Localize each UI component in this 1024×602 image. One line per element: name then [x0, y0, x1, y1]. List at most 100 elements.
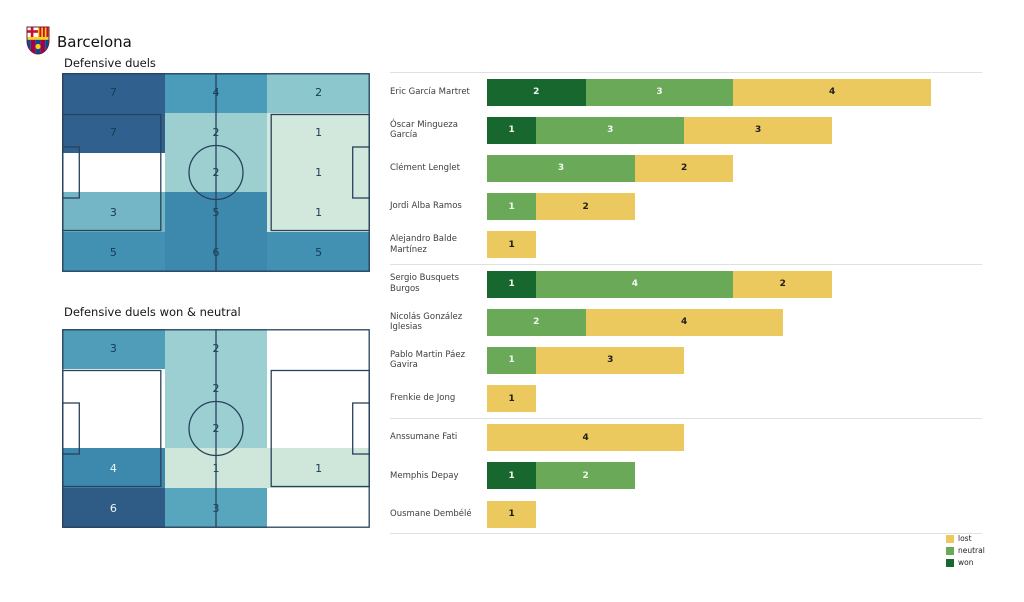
bar-segment-lost: 2: [536, 193, 635, 221]
pitch-zone: 1: [164, 448, 268, 489]
page-title: Barcelona: [57, 33, 132, 51]
bar-segment-won: 1: [487, 116, 537, 144]
player-row: Memphis Depay 1 2: [390, 457, 982, 495]
pitch1-title: Defensive duels: [64, 56, 156, 70]
player-row: Nicolás González Iglesias 2 4: [390, 303, 982, 341]
pitch-zone: 3: [62, 192, 165, 233]
pitch-zone: [267, 329, 370, 369]
bar-segment-neutral: 3: [536, 116, 685, 144]
pitch-zone: 7: [62, 112, 165, 153]
bar-segment-neutral: 2: [487, 308, 586, 336]
player-name: Anssumane Fati: [390, 432, 458, 443]
pitch-zone: [62, 152, 165, 193]
bar-segment-lost: 1: [487, 500, 537, 528]
bar-segment-neutral: 1: [487, 346, 537, 374]
pitch-zone: 1: [267, 192, 370, 233]
bar-segment-neutral: 4: [536, 270, 734, 298]
pitch-zone: 1: [267, 152, 370, 193]
player-row: Pablo Martin Páez Gavira 1 3: [390, 341, 982, 379]
pitch-zone: 2: [164, 408, 268, 449]
duels-bar-chart: Eric García Martret 2 3 4 Óscar Mingueza Gar…: [390, 72, 982, 535]
pitch-zone: 2: [164, 152, 268, 193]
player-row: Óscar Mingueza García 1 3 3: [390, 111, 982, 149]
player-row: Frenkie de Jong 1: [390, 380, 982, 418]
player-row: Clément Lenglet 3 2: [390, 149, 982, 187]
player-row: Alejandro Balde Martínez 1: [390, 226, 982, 264]
player-name: Memphis Depay: [390, 470, 459, 481]
bar-segment-neutral: 2: [536, 462, 635, 490]
pitch-zone: 6: [62, 488, 165, 528]
bar-segment-neutral: 1: [487, 193, 537, 221]
pitch-zone: 4: [62, 448, 165, 489]
pitch-zone: 2: [164, 329, 268, 369]
chart-legend: lost neutral won: [946, 534, 985, 567]
fc-barcelona-crest-icon: [26, 26, 50, 55]
player-name: Nicolás González Iglesias: [390, 311, 463, 333]
player-name: Frenkie de Jong: [390, 393, 456, 404]
player-name: Sergio Busquets Burgos: [390, 273, 460, 295]
legend-swatch-neutral: [946, 546, 954, 555]
bar-segment-lost: 3: [684, 116, 833, 144]
player-row: Sergio Busquets Burgos 1 4 2: [390, 265, 982, 303]
pitch-zone: 1: [267, 112, 370, 153]
player-name: Jordi Alba Ramos: [390, 201, 462, 212]
bar-segment-lost: 1: [487, 385, 537, 413]
player-row: Anssumane Fati 4: [390, 419, 982, 457]
stacked-bar: 1: [487, 500, 537, 528]
legend-item-neutral: neutral: [946, 546, 985, 555]
pitch-zone: [267, 408, 370, 449]
pitch-zone: 2: [164, 368, 268, 409]
player-name: Eric García Martret: [390, 86, 470, 97]
stacked-bar: 1: [487, 385, 537, 413]
player-name: Alejandro Balde Martínez: [390, 234, 457, 255]
pitch-zone: 4: [164, 73, 268, 113]
bar-segment-lost: 4: [733, 78, 931, 106]
bar-segment-lost: 3: [536, 346, 685, 374]
pitch-zone: [62, 368, 165, 409]
pitch-zone: 5: [267, 232, 370, 272]
legend-item-won: won: [946, 558, 985, 567]
legend-swatch-lost: [946, 534, 954, 543]
pitch-zone: 5: [164, 192, 268, 233]
stacked-bar: 1: [487, 231, 537, 259]
pitch-zone: 7: [62, 73, 165, 113]
bar-segment-won: 1: [487, 462, 537, 490]
pitch2-title: Defensive duels won & neutral: [64, 305, 241, 319]
pitch-zone: 1: [267, 448, 370, 489]
bar-segment-lost: 2: [733, 270, 833, 298]
pitch-zone: 3: [62, 329, 165, 369]
bar-segment-lost: 2: [634, 154, 734, 182]
bar-segment-won: 2: [487, 78, 586, 106]
player-name: Pablo Martin Páez Gavira: [390, 349, 466, 371]
pitch-zone: 2: [267, 73, 370, 113]
player-row: Eric García Martret 2 3 4: [390, 73, 982, 111]
legend-swatch-won: [946, 558, 954, 567]
bar-segment-neutral: 3: [585, 78, 734, 106]
player-row: Jordi Alba Ramos 1 2: [390, 188, 982, 226]
pitch-zone: [267, 368, 370, 409]
bar-segment-won: 1: [487, 270, 537, 298]
player-group-defenders: Eric García Martret 2 3 4 Óscar Mingueza Gar…: [390, 72, 982, 264]
player-name: Ousmane Dembélé: [390, 508, 472, 519]
legend-label: neutral: [958, 546, 985, 555]
player-name: Clément Lenglet: [390, 163, 460, 174]
player-group-midfielders: Sergio Busquets Burgos 1 4 2 Nicolás Gonzále…: [390, 263, 982, 418]
pitch-zone: 2: [164, 112, 268, 153]
player-group-forwards: Anssumane Fati 4 Memphis Depay 1 2 Ousmane De…: [390, 417, 982, 535]
bar-segment-lost: 1: [487, 231, 537, 259]
player-name: Óscar Mingueza García: [390, 119, 458, 141]
pitch-zone: [267, 488, 370, 528]
pitch-zone: 6: [164, 232, 268, 272]
